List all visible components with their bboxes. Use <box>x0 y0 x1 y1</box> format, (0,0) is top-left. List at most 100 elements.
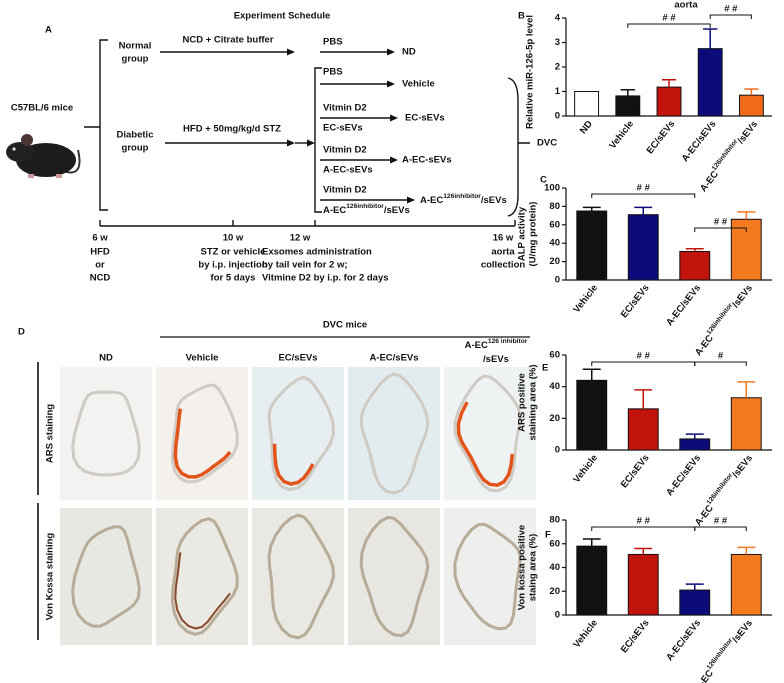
error-bar <box>703 28 718 49</box>
significance-label: # # <box>662 13 676 24</box>
mouse-label: C57BL/6 mice <box>11 103 73 114</box>
significance-label: # # <box>724 4 738 15</box>
panel-label: A <box>45 25 52 36</box>
y-tick-label: 2 <box>555 62 560 73</box>
error-bar <box>582 206 601 211</box>
bar <box>576 379 608 451</box>
column-header: /sEVs <box>483 354 509 365</box>
bar <box>627 214 659 281</box>
column-header: Vehicle <box>186 353 219 364</box>
error-bar <box>685 247 704 252</box>
vessel-outline <box>267 375 336 492</box>
agent-label-part: 126inhibitor <box>346 203 384 210</box>
bar <box>738 94 764 117</box>
y-tick-label: 0 <box>555 111 560 122</box>
x-tick-label: Vehicle <box>607 119 636 152</box>
error-bar <box>582 538 601 547</box>
row-label: ARS staining <box>45 404 56 463</box>
y-tick-label: 0 <box>555 610 560 621</box>
vessel-outline <box>359 372 430 495</box>
y-axis-label: staing area (%) <box>528 534 539 602</box>
timeline-note: Vitmine D2 by i.p. for 2 days <box>262 273 389 284</box>
agent-label: PBS <box>323 37 343 48</box>
agent-label-part: A-EC <box>323 205 346 216</box>
timeline-note: HFD <box>90 247 110 258</box>
y-axis-label: staining area (%) <box>528 364 539 440</box>
y-axis-label: Relative miR-126-5p level <box>525 15 536 129</box>
panel-label: E <box>542 363 548 374</box>
timeline-time: 12 w <box>290 233 311 244</box>
bar <box>730 553 762 616</box>
micrograph <box>252 367 344 500</box>
y-tick-label: 60 <box>549 538 560 549</box>
significance-label: # # <box>714 516 728 527</box>
group-header: DVC mice <box>323 320 367 331</box>
x-tick-label: A-EC/sEVs <box>664 618 703 663</box>
x-tick-label: A-EC/sEVs <box>664 283 703 328</box>
panel-label: B <box>518 11 525 22</box>
micrograph <box>156 508 248 645</box>
stain <box>456 401 515 487</box>
y-axis-label: Von kossa positive <box>517 525 528 610</box>
arrow-head <box>407 196 415 204</box>
y-tick-label: 0 <box>555 445 560 456</box>
micrograph <box>252 508 344 645</box>
x-tick-label: EC/sEVs <box>619 618 652 656</box>
treatment-label: HFD + 50mg/kg/d STZ <box>183 124 281 135</box>
significance-bracket <box>694 227 747 232</box>
group-label: group <box>122 54 149 65</box>
group-result: Vehicle <box>402 79 435 90</box>
x-tick-label-part: 126inhibitor <box>711 138 740 172</box>
y-tick-label: 40 <box>549 381 560 392</box>
vessel-outline <box>453 522 522 631</box>
x-tick-label-part: /sEVs <box>735 119 760 146</box>
x-tick-label: Vehicle <box>571 453 600 486</box>
mouse-illustration <box>6 134 81 178</box>
y-tick-label: 4 <box>555 13 561 24</box>
error-bar <box>634 206 653 215</box>
column-header: A-EC126 inhibitor <box>465 338 528 350</box>
group-result: A-EC-sEVs <box>402 155 452 166</box>
vessel-outline <box>453 374 522 493</box>
y-tick-label: 80 <box>549 515 560 526</box>
vessel-outline <box>71 525 141 628</box>
x-tick-label: A-EC126inhibitor/sEVs <box>692 282 755 358</box>
y-tick-label: 40 <box>549 238 560 249</box>
timeline-note: aorta <box>491 247 515 258</box>
significance-bracket <box>591 361 696 366</box>
bar <box>679 589 711 616</box>
group-label: group <box>122 143 149 154</box>
timeline-time: 10 w <box>223 233 244 244</box>
bar <box>627 408 659 451</box>
significance-bracket <box>694 526 747 531</box>
schedule-brackets <box>84 39 530 227</box>
agent-label: EC-sEVs <box>323 123 363 134</box>
y-tick-label: 60 <box>549 350 560 361</box>
agent-label: Vitmin D2 <box>323 103 367 114</box>
bar <box>576 210 608 281</box>
x-tick-label: Vehicle <box>571 618 600 651</box>
x-tick-label: EC/sEVs <box>619 283 652 321</box>
stain <box>173 408 232 479</box>
group-label: Normal <box>119 41 152 52</box>
vessel-outline <box>267 513 336 640</box>
vessel-outline <box>170 383 239 484</box>
agent-label: Vitmin D2 <box>323 185 367 196</box>
timeline-time: 16 w <box>493 233 514 244</box>
x-tick-label-part: A-EC <box>693 333 716 358</box>
x-tick-label-part: 126inhibitor <box>706 637 735 671</box>
schedule-title: Experiment Schedule <box>234 11 331 22</box>
error-bar <box>661 78 677 88</box>
bar <box>627 553 659 616</box>
bar <box>730 397 762 451</box>
column-header-part: A-EC <box>465 340 488 351</box>
significance-label: # <box>718 351 724 362</box>
significance-label: # # <box>637 183 651 194</box>
error-bar <box>744 88 759 96</box>
stain <box>272 443 315 486</box>
error-bar <box>737 211 756 220</box>
error-bar <box>737 381 756 398</box>
error-bar <box>737 546 756 555</box>
group-label: Diabetic <box>117 130 154 141</box>
column-header: A-EC/sEVs <box>369 353 418 364</box>
